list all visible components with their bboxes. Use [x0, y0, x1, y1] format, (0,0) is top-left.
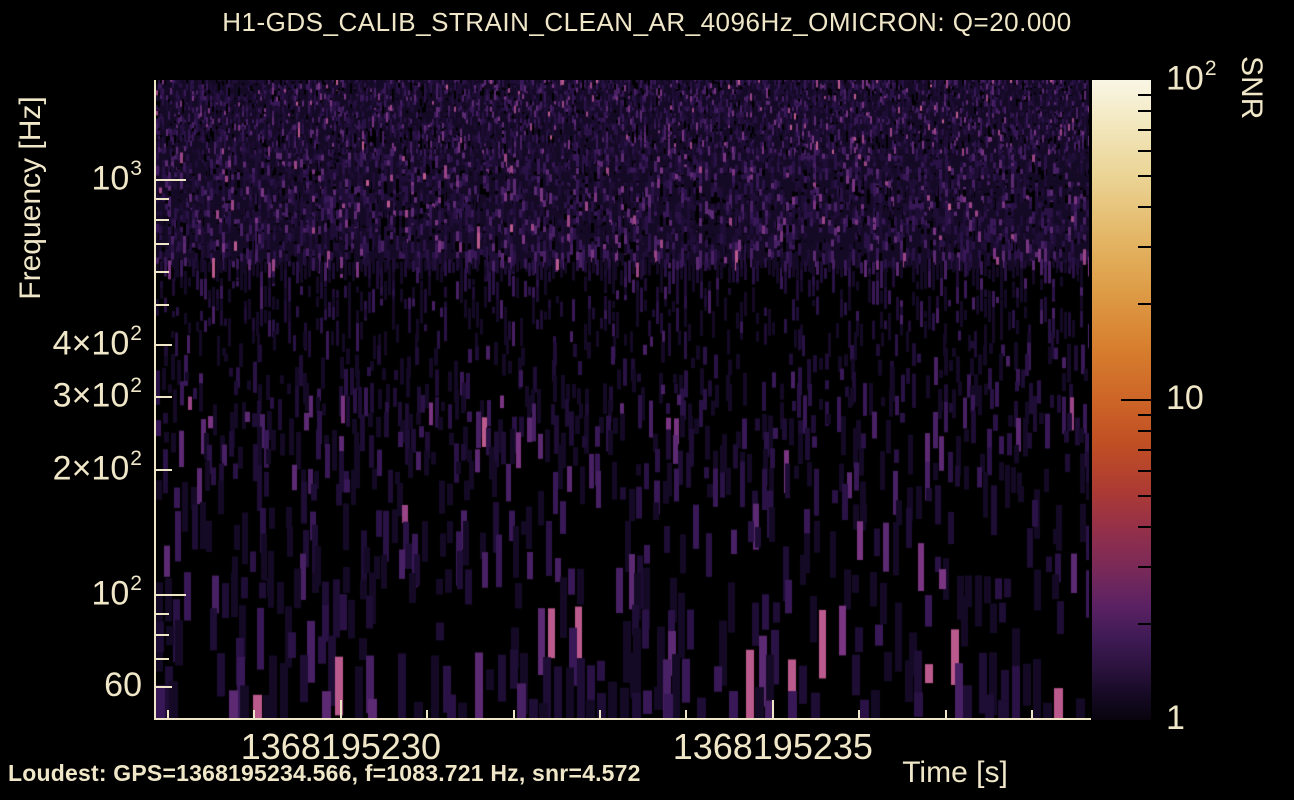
colorbar-minor-tick [1138, 495, 1151, 498]
y-tick [156, 344, 172, 347]
x-tick [339, 700, 342, 720]
colorbar-minor-tick [1138, 175, 1151, 178]
colorbar-minor-tick [1138, 128, 1151, 131]
colorbar-minor-tick [1138, 430, 1151, 432]
x-minor-tick [858, 710, 861, 720]
x-axis-label: Time [s] [902, 756, 1008, 789]
y-minor-tick [156, 197, 169, 200]
loudest-annotation: Loudest: GPS=1368195234.566, f=1083.721 … [8, 760, 641, 786]
colorbar-minor-tick [1138, 110, 1151, 112]
x-tick [771, 700, 774, 720]
colorbar-minor-tick [1138, 469, 1151, 472]
y-minor-tick [156, 270, 169, 273]
y-tick [156, 395, 172, 398]
x-minor-tick [426, 710, 429, 720]
x-minor-tick [1030, 710, 1033, 720]
colorbar-minor-tick [1138, 246, 1151, 249]
x-minor-tick [944, 710, 947, 720]
y-minor-tick [156, 219, 169, 222]
colorbar-tick-label: 1 [1166, 699, 1185, 737]
colorbar-minor-tick [1138, 566, 1151, 569]
colorbar-minor-tick [1138, 526, 1151, 529]
colorbar-tick [1121, 399, 1151, 401]
spectrogram-canvas [156, 80, 1089, 720]
y-tick [156, 469, 172, 472]
y-tick-label: 103 [91, 156, 142, 198]
colorbar-tick-label: 102 [1166, 56, 1217, 98]
y-minor-tick [156, 243, 169, 246]
y-minor-tick [156, 634, 169, 637]
colorbar-minor-tick [1138, 302, 1151, 305]
y-tick [156, 178, 186, 181]
y-tick-label: 4×102 [52, 321, 142, 363]
colorbar-minor-tick [1138, 622, 1151, 625]
colorbar-minor-tick [1138, 448, 1151, 451]
y-tick-label: 60 [104, 666, 142, 705]
y-tick [156, 594, 186, 597]
plot-title: H1-GDS_CALIB_STRAIN_CLEAN_AR_4096Hz_OMIC… [222, 7, 1072, 37]
y-tick-label: 2×102 [52, 446, 142, 488]
x-axis-spine [154, 718, 1091, 720]
y-tick-label: 102 [91, 571, 142, 613]
y-minor-tick [156, 658, 169, 661]
y-axis-spine [154, 80, 156, 720]
colorbar-minor-tick [1138, 149, 1151, 152]
y-minor-tick [156, 613, 169, 616]
x-tick-label: 1368195230 [240, 726, 441, 767]
y-tick [156, 686, 172, 689]
colorbar-minor-tick [1138, 93, 1151, 96]
x-minor-tick [167, 710, 170, 720]
x-minor-tick [253, 710, 256, 720]
x-minor-tick [599, 710, 602, 720]
x-minor-tick [512, 710, 515, 720]
colorbar-minor-tick [1138, 206, 1151, 209]
x-tick-label: 1368195235 [672, 726, 873, 767]
y-tick-label: 3×102 [52, 373, 142, 415]
y-minor-tick [156, 303, 169, 306]
colorbar-tick-label: 10 [1166, 379, 1204, 417]
x-minor-tick [685, 710, 688, 720]
colorbar-minor-tick [1138, 413, 1151, 416]
